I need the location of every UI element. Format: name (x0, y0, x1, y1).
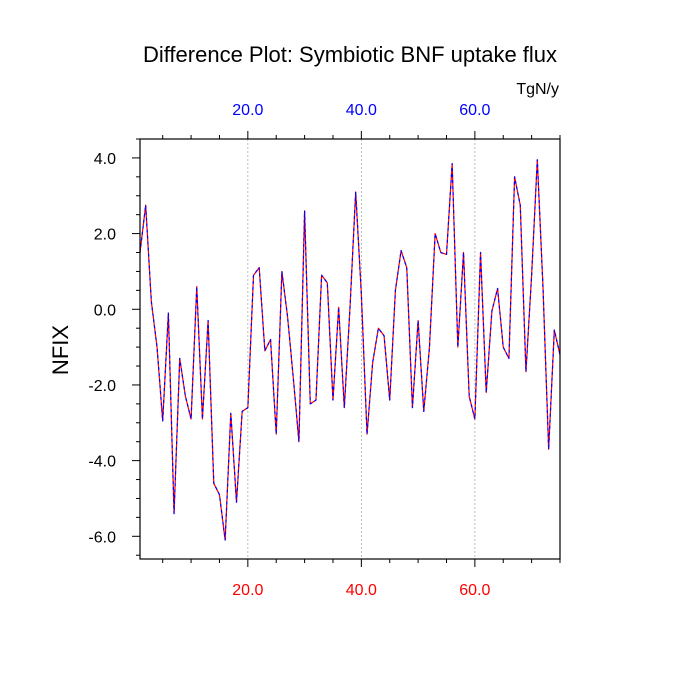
series-layer (139, 159, 561, 541)
y-tick-label: -2.0 (88, 378, 116, 395)
y-tick-label: 2.0 (94, 227, 116, 244)
x-tick-label-top: 40.0 (346, 102, 377, 119)
x-tick-label-bottom: 20.0 (232, 582, 263, 599)
tick-labels: 20.0 20.0 40.0 40.0 60.0 60.0 4.0 2.0 0.0 -2.0 -4.… (88, 102, 490, 599)
y-tick-label: 0.0 (94, 302, 116, 319)
y-axis-label: NFIX (48, 325, 73, 375)
y-tick-label: 4.0 (94, 151, 116, 168)
axis-ticks (132, 131, 561, 567)
grid-lines (247, 139, 476, 559)
x-tick-label-top: 20.0 (232, 102, 263, 119)
units-label: TgN/y (516, 81, 559, 98)
y-tick-label: -4.0 (88, 454, 116, 471)
x-tick-label-bottom: 60.0 (459, 582, 490, 599)
series-line-dashed (139, 159, 561, 541)
y-tick-label: -6.0 (88, 529, 116, 546)
chart-title: Difference Plot: Symbiotic BNF uptake fl… (143, 42, 557, 67)
series-line-solid (139, 159, 561, 541)
x-tick-label-top: 60.0 (459, 102, 490, 119)
x-tick-label-bottom: 40.0 (346, 582, 377, 599)
plot-frame (139, 138, 561, 560)
